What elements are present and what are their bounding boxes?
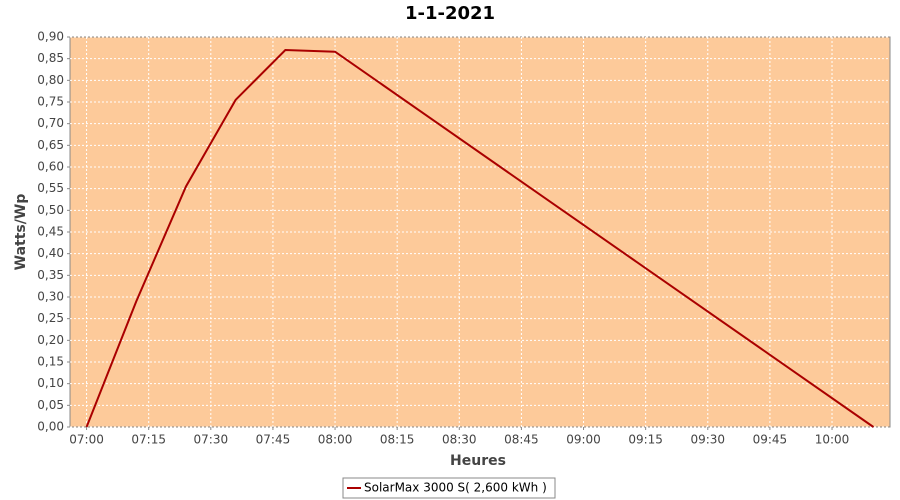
y-tick-label: 0,90 (37, 30, 64, 44)
y-tick-label: 0,45 (37, 225, 64, 239)
x-tick-label: 09:15 (628, 433, 663, 447)
y-tick-label: 0,75 (37, 95, 64, 109)
y-tick-label: 0,40 (37, 246, 64, 260)
x-tick-label: 08:30 (442, 433, 477, 447)
x-tick-label: 08:15 (380, 433, 415, 447)
y-tick-label: 0,70 (37, 116, 64, 130)
y-axis-title: Watts/Wp (13, 194, 29, 271)
legend-label: SolarMax 3000 S( 2,600 kWh ) (364, 481, 547, 495)
x-tick-label: 10:00 (815, 433, 850, 447)
x-tick-label: 09:30 (690, 433, 725, 447)
y-tick-label: 0,20 (37, 333, 64, 347)
x-tick-label: 09:00 (566, 433, 601, 447)
x-axis-title: Heures (450, 453, 506, 469)
y-tick-label: 0,25 (37, 311, 64, 325)
y-tick-label: 0,05 (37, 398, 64, 412)
x-tick-label: 09:45 (753, 433, 788, 447)
x-tick-label: 07:45 (256, 433, 291, 447)
data-line (85, 48, 875, 428)
y-tick-label: 0,65 (37, 138, 64, 152)
y-tick-label: 0,35 (37, 268, 64, 282)
y-tick-label: 0,10 (37, 376, 64, 390)
x-tick-label: 08:45 (504, 433, 539, 447)
legend-box (342, 477, 556, 499)
y-tick-label: 0,15 (37, 355, 64, 369)
x-tick-label: 07:30 (194, 433, 229, 447)
y-tick-label: 0,00 (37, 420, 64, 434)
chart-title: 1-1-2021 (405, 3, 495, 24)
y-tick-label: 0,50 (37, 203, 64, 217)
y-tick-label: 0,60 (37, 160, 64, 174)
y-tick-label: 0,30 (37, 290, 64, 304)
y-tick-label: 0,80 (37, 73, 64, 87)
y-tick-label: 0,85 (37, 51, 64, 65)
y-tick-label: 0,55 (37, 181, 64, 195)
x-tick-label: 07:15 (131, 433, 166, 447)
x-tick-label: 07:00 (69, 433, 104, 447)
x-tick-label: 08:00 (318, 433, 353, 447)
